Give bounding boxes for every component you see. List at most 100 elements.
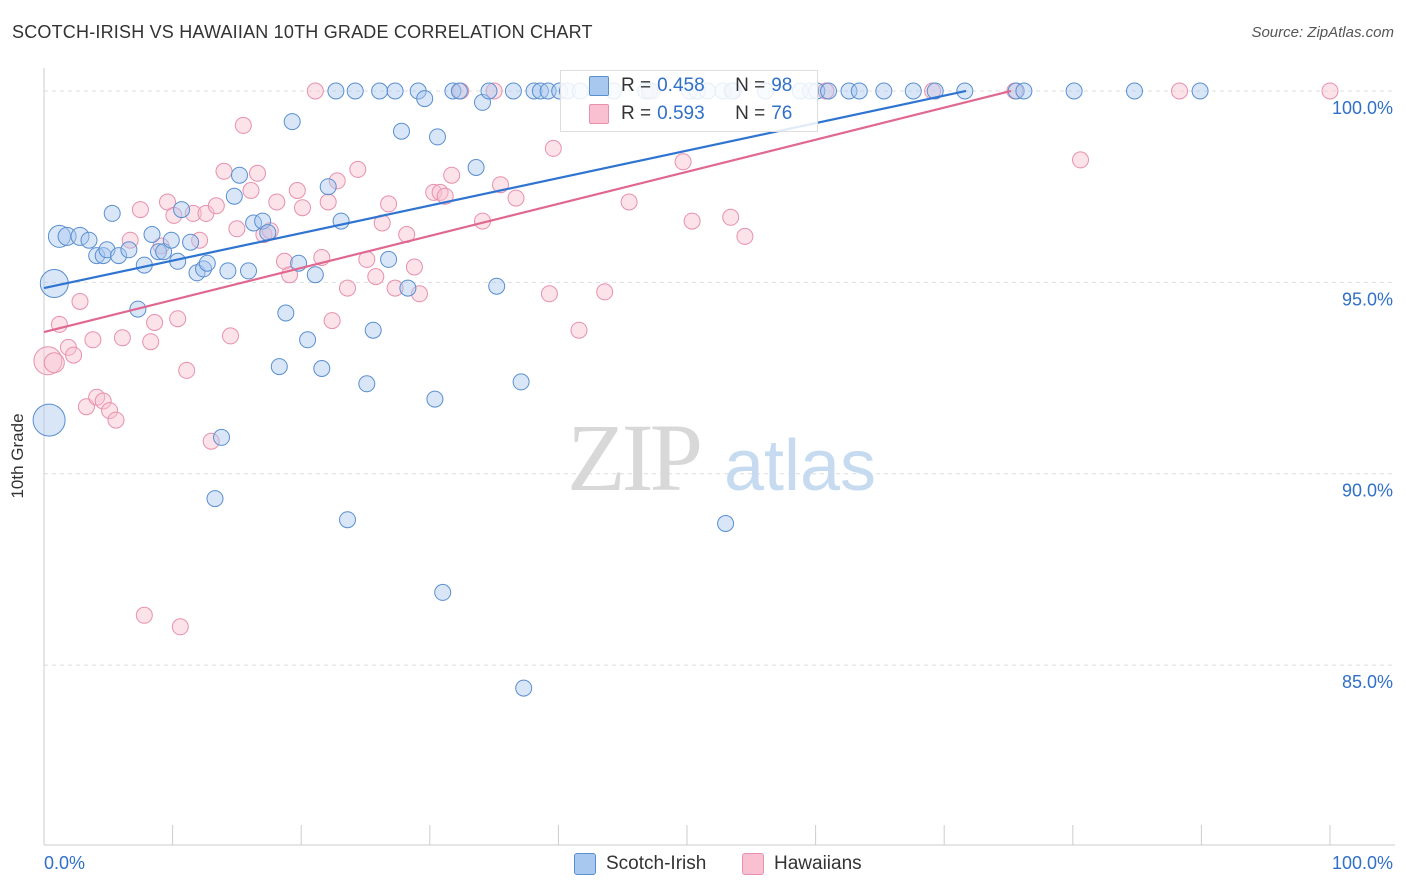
data-point	[146, 314, 164, 331]
data-point	[444, 82, 462, 100]
data-point	[393, 122, 410, 140]
data-point	[306, 266, 324, 284]
data-point	[327, 82, 345, 100]
data-point	[736, 227, 754, 245]
legend-r-label: R =	[621, 75, 652, 96]
chart-title: SCOTCH-IRISH VS HAWAIIAN 10TH GRADE CORR…	[12, 22, 593, 42]
legend-swatch-pink	[589, 104, 609, 124]
data-point	[268, 193, 286, 211]
legend-r-value: 0.593	[657, 103, 705, 124]
x-tick-labels: 0.0% 100.0%	[44, 853, 1393, 873]
data-point	[198, 254, 216, 272]
y-tick-label: 95.0%	[1342, 289, 1393, 309]
data-point	[228, 220, 246, 238]
data-point	[32, 403, 66, 437]
data-point	[480, 82, 498, 100]
data-point	[113, 329, 131, 347]
watermark-atlas: atlas	[724, 426, 876, 506]
data-point	[207, 197, 225, 215]
data-point	[283, 113, 301, 131]
data-point	[570, 321, 588, 339]
series-legend-hawaiians[interactable]: Hawaiians	[742, 852, 862, 876]
data-point	[339, 279, 356, 297]
y-tick-label: 90.0%	[1342, 481, 1393, 501]
data-point	[467, 159, 485, 176]
series-swatch-blue	[574, 853, 596, 875]
data-point	[328, 172, 346, 190]
hawaiians-points	[33, 82, 1339, 636]
data-point	[488, 277, 506, 295]
axes	[43, 68, 1395, 846]
legend-row-hawaiians: R = 0.593 N = 76	[561, 101, 792, 127]
data-point	[270, 358, 288, 376]
data-point	[143, 226, 161, 243]
data-point	[213, 428, 230, 446]
data-point	[120, 241, 138, 259]
data-point	[485, 82, 503, 100]
data-point	[507, 189, 525, 207]
data-point	[717, 515, 735, 532]
data-point	[416, 90, 434, 108]
watermark: ZIP atlas	[567, 404, 876, 511]
data-point	[182, 233, 200, 251]
data-point	[101, 402, 119, 420]
data-point	[426, 390, 444, 408]
data-point	[171, 618, 189, 636]
data-point	[450, 82, 468, 100]
data-point	[371, 82, 389, 100]
legend-swatch-blue	[589, 76, 609, 96]
data-point	[1065, 82, 1083, 100]
data-point	[43, 352, 65, 374]
data-point	[1126, 82, 1143, 100]
data-point	[620, 193, 638, 211]
data-point	[135, 606, 153, 624]
data-point	[358, 375, 376, 393]
data-point	[339, 511, 356, 529]
trend-line	[43, 89, 1012, 334]
legend-r-label: R =	[621, 103, 652, 124]
data-point	[1015, 82, 1033, 100]
data-point	[276, 252, 293, 270]
data-point	[88, 247, 106, 265]
data-point	[242, 182, 260, 199]
data-point	[434, 583, 452, 601]
data-point	[206, 490, 224, 508]
stats-legend: R = 0.458 N = 98 R = 0.593 N = 76	[560, 70, 818, 132]
data-point	[150, 243, 167, 261]
data-point	[364, 321, 382, 339]
data-point	[319, 193, 337, 211]
data-point	[386, 279, 404, 297]
data-point	[674, 153, 692, 171]
data-point	[683, 212, 701, 230]
legend-n-label: N =	[735, 103, 766, 124]
data-point	[722, 208, 740, 226]
data-point	[142, 333, 160, 351]
data-point	[240, 262, 257, 280]
data-point	[436, 187, 454, 205]
series-name-scotch-irish: Scotch-Irish	[606, 853, 707, 874]
data-point	[405, 258, 423, 276]
data-point	[231, 166, 248, 184]
data-point	[313, 360, 331, 377]
data-point	[277, 304, 295, 322]
data-point	[107, 411, 125, 429]
data-point	[162, 231, 180, 249]
data-point	[294, 199, 311, 217]
data-point	[319, 178, 337, 196]
data-point	[515, 679, 533, 697]
data-point	[84, 331, 102, 349]
data-point	[540, 285, 558, 303]
data-point	[219, 262, 237, 280]
data-point	[386, 82, 404, 100]
data-point	[1321, 82, 1339, 100]
data-point	[71, 293, 89, 310]
x-tick-max: 100.0%	[1332, 853, 1393, 873]
data-point	[525, 82, 543, 100]
series-legend-scotch-irish[interactable]: Scotch-Irish	[574, 852, 706, 876]
data-point	[1072, 151, 1089, 169]
data-point	[215, 162, 233, 180]
data-point	[249, 164, 266, 182]
data-point	[94, 392, 112, 410]
data-point	[544, 139, 562, 157]
data-point	[173, 201, 191, 219]
